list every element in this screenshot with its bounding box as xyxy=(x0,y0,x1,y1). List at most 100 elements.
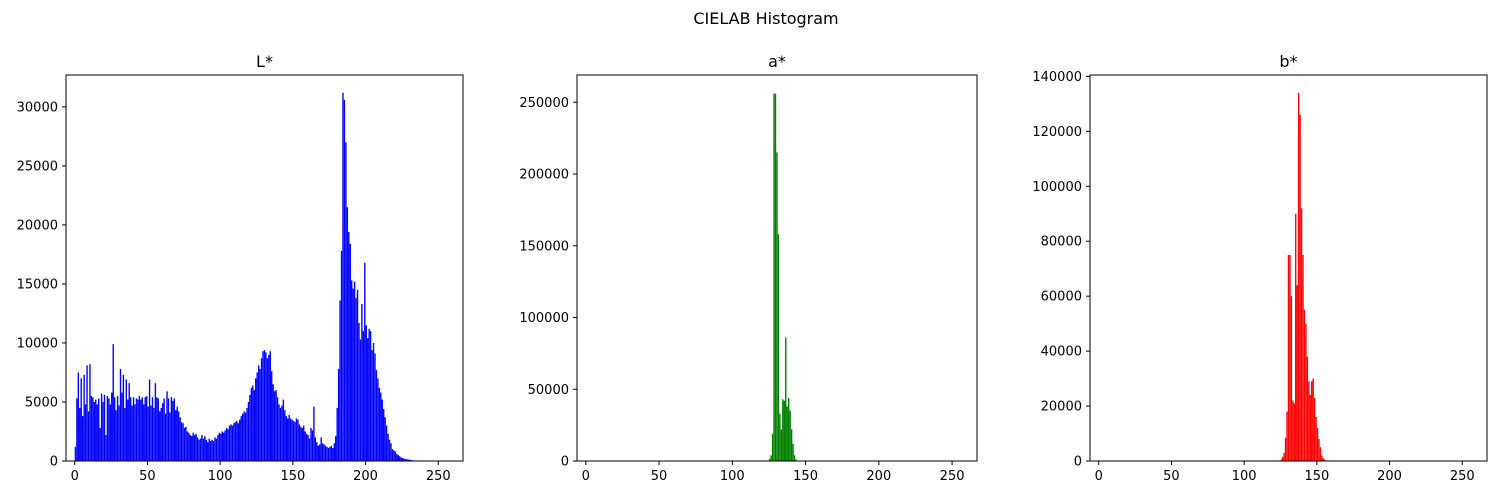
bar-bstar-142 xyxy=(1305,323,1307,461)
bar-lstar-133 xyxy=(268,354,270,461)
ytick-label-lstar-10000: 10000 xyxy=(17,336,58,351)
bar-lstar-185 xyxy=(343,99,346,461)
axes-frame-lstar xyxy=(65,74,464,462)
bar-lstar-192 xyxy=(353,281,356,461)
bar-lstar-227 xyxy=(404,458,407,461)
bar-astar-140 xyxy=(790,429,793,461)
bar-lstar-180 xyxy=(336,407,338,461)
bar-lstar-148 xyxy=(289,418,292,461)
bar-lstar-65 xyxy=(169,412,171,461)
bar-lstar-120 xyxy=(249,394,251,461)
bar-lstar-75 xyxy=(183,427,186,461)
bar-lstar-152 xyxy=(295,418,298,461)
bars-astar xyxy=(768,93,797,462)
bar-lstar-203 xyxy=(369,331,372,461)
bar-lstar-59 xyxy=(160,407,162,461)
bar-lstar-44 xyxy=(138,396,141,461)
bar-lstar-70 xyxy=(176,406,178,461)
bar-lstar-31 xyxy=(119,368,122,461)
bar-bstar-140 xyxy=(1302,254,1304,461)
bar-lstar-193 xyxy=(355,298,357,461)
bar-lstar-216 xyxy=(388,439,391,461)
xtick-label-lstar-250: 250 xyxy=(426,469,451,484)
bar-lstar-26 xyxy=(112,344,114,461)
bar-lstar-213 xyxy=(384,417,386,461)
bar-lstar-195 xyxy=(358,322,360,461)
ytick-label-lstar-5000: 5000 xyxy=(25,395,58,410)
bar-lstar-14 xyxy=(95,399,97,461)
bar-lstar-124 xyxy=(255,378,257,461)
bar-bstar-130 xyxy=(1287,254,1290,461)
bar-lstar-183 xyxy=(340,250,343,461)
panel-astar: 0 50 100 150 200 250 0 50000 100000 150000 200000 2… xyxy=(519,52,978,484)
bar-lstar-45 xyxy=(140,399,142,461)
bar-lstar-30 xyxy=(118,405,120,461)
bar-lstar-197 xyxy=(361,304,363,461)
bar-lstar-97 xyxy=(215,438,218,461)
bar-lstar-196 xyxy=(359,339,362,461)
bar-lstar-34 xyxy=(124,407,126,461)
bar-lstar-87 xyxy=(201,435,203,461)
bar-lstar-109 xyxy=(233,423,235,461)
xtick-label-bstar-50: 50 xyxy=(1163,469,1180,484)
bar-astar-130 xyxy=(776,152,778,462)
bar-lstar-129 xyxy=(262,351,264,461)
bar-lstar-94 xyxy=(211,439,213,461)
bar-lstar-198 xyxy=(362,331,365,461)
bar-lstar-114 xyxy=(240,416,242,461)
axes-frame-bstar xyxy=(1089,74,1488,462)
axes-frame-astar xyxy=(576,74,978,462)
bar-lstar-15 xyxy=(96,404,98,461)
bar-lstar-76 xyxy=(185,426,187,461)
bar-lstar-92 xyxy=(208,438,210,461)
bar-astar-127 xyxy=(771,433,774,461)
bar-lstar-177 xyxy=(332,448,334,461)
bar-lstar-157 xyxy=(303,425,305,461)
bar-bstar-145 xyxy=(1309,395,1311,461)
bar-lstar-1 xyxy=(76,398,78,461)
bar-lstar-225 xyxy=(401,458,404,461)
bar-bstar-144 xyxy=(1308,381,1310,461)
ytick-label-astar-200000: 200000 xyxy=(519,168,569,183)
bar-lstar-107 xyxy=(230,424,232,461)
bar-astar-126 xyxy=(770,455,772,461)
bar-bstar-147 xyxy=(1312,378,1314,461)
bar-lstar-210 xyxy=(380,392,382,461)
bar-lstar-55 xyxy=(154,383,157,461)
panel-lstar: 0 50 100 150 200 250 0 5000 10000 15000 20000 25000… xyxy=(17,52,464,484)
bar-lstar-194 xyxy=(356,289,359,461)
bar-lstar-228 xyxy=(406,459,408,461)
bar-astar-135 xyxy=(783,400,785,461)
bar-lstar-78 xyxy=(188,432,190,461)
ytick-label-astar-50000: 50000 xyxy=(528,383,569,398)
bar-lstar-103 xyxy=(224,430,226,461)
bar-bstar-129 xyxy=(1286,411,1288,461)
bar-lstar-49 xyxy=(145,396,148,461)
ytick-label-lstar-25000: 25000 xyxy=(17,159,58,174)
bar-astar-132 xyxy=(779,413,781,461)
panel-title-astar: a* xyxy=(768,52,786,71)
bar-lstar-28 xyxy=(115,410,117,461)
bar-astar-142 xyxy=(793,455,796,461)
ytick-label-bstar-60000: 60000 xyxy=(1041,290,1082,305)
panel-title-lstar: L* xyxy=(256,52,273,71)
bar-lstar-48 xyxy=(144,397,146,461)
xtick-label-lstar-200: 200 xyxy=(353,469,378,484)
bar-lstar-182 xyxy=(339,300,341,461)
bar-astar-139 xyxy=(789,410,791,461)
bar-lstar-123 xyxy=(253,390,255,461)
xtick-label-lstar-150: 150 xyxy=(280,469,305,484)
bar-lstar-159 xyxy=(305,433,308,461)
bar-lstar-101 xyxy=(221,431,223,461)
bar-lstar-145 xyxy=(285,416,287,461)
bar-lstar-12 xyxy=(92,397,94,461)
bar-lstar-4 xyxy=(80,378,82,461)
bar-lstar-214 xyxy=(385,425,388,461)
bar-bstar-134 xyxy=(1293,403,1295,461)
bar-astar-137 xyxy=(786,406,788,461)
bar-lstar-7 xyxy=(84,404,87,461)
bar-lstar-50 xyxy=(147,406,149,461)
bar-lstar-161 xyxy=(308,438,311,461)
bar-lstar-162 xyxy=(310,427,312,461)
